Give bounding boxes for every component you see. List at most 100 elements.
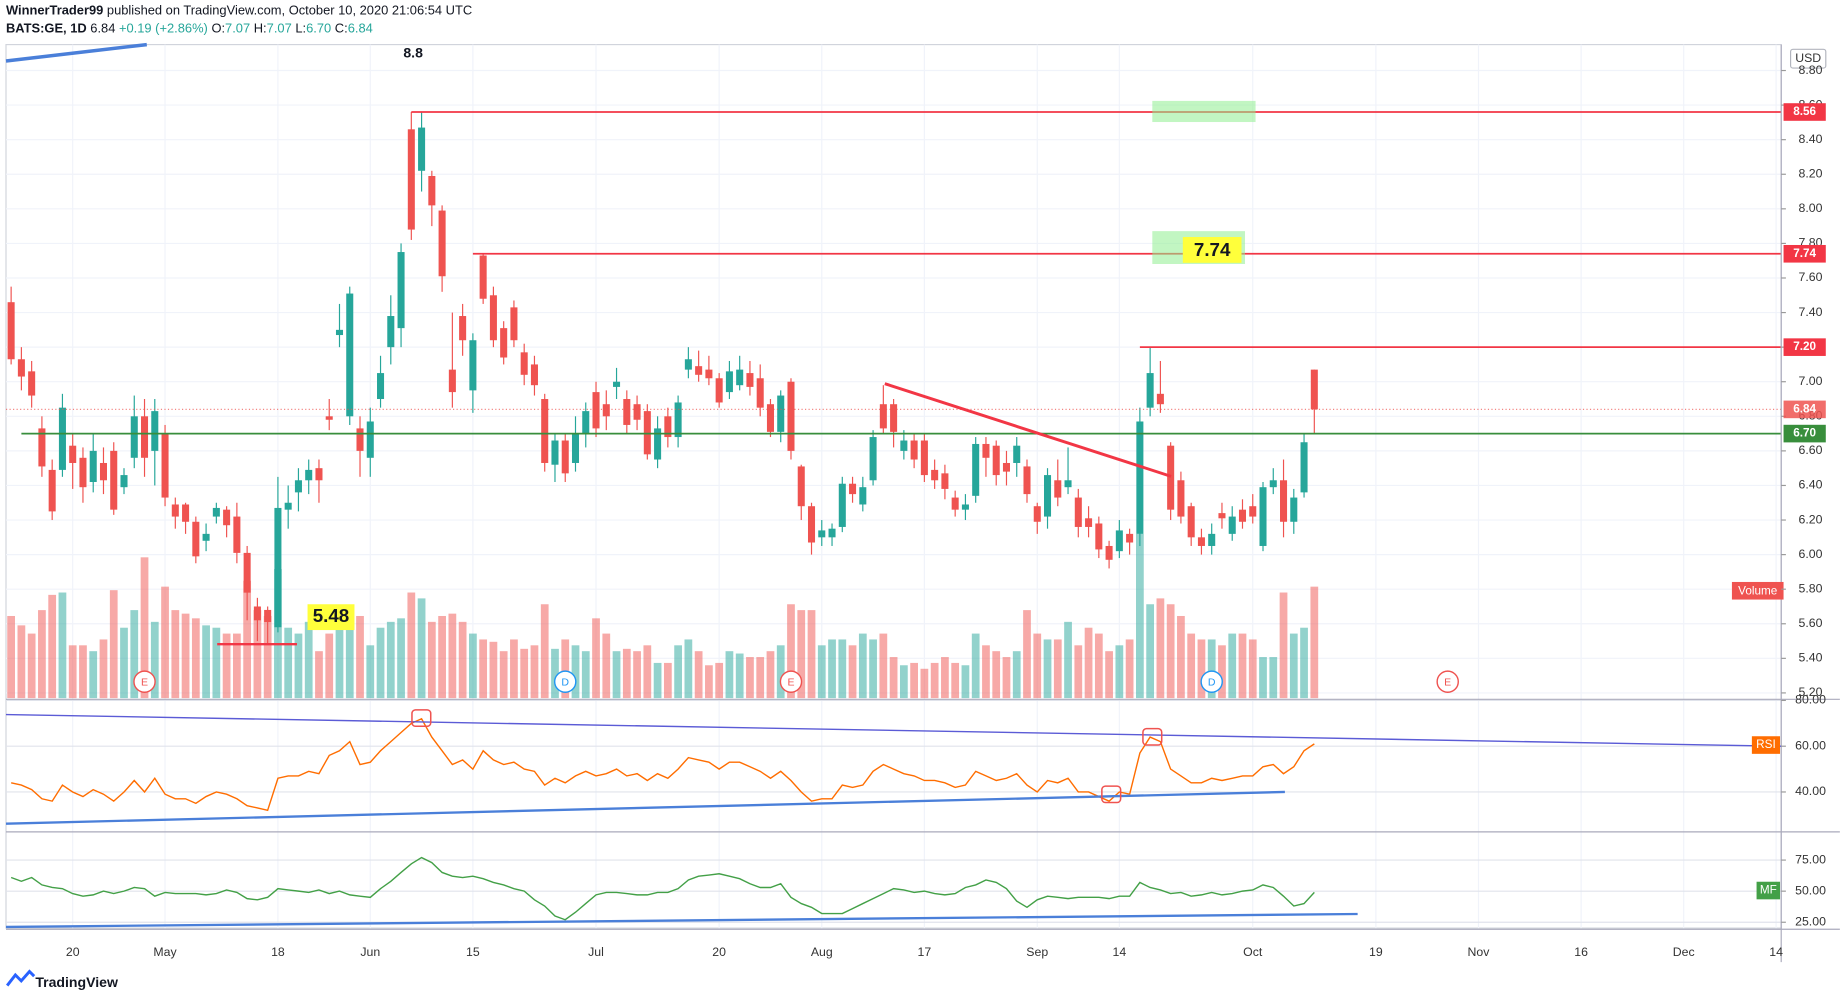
candle-body [961, 504, 969, 510]
candle-body [1259, 487, 1267, 546]
volume-bar [961, 665, 970, 699]
candle-body [1085, 518, 1093, 527]
volume-bar [797, 610, 806, 699]
candle-body [418, 127, 426, 171]
candle-body [756, 378, 764, 408]
annotation: 8.8 [403, 45, 423, 61]
volume-bar [17, 625, 26, 699]
candle-body [428, 175, 436, 206]
candle-body [305, 469, 313, 481]
x-tick-label: 14 [1113, 945, 1127, 959]
candle-body [633, 404, 641, 420]
price-label-box [1783, 338, 1826, 356]
rsi-trend-line [5, 790, 1285, 825]
candle-body [1126, 533, 1134, 543]
volume-bar [120, 627, 128, 699]
candle-body [459, 316, 467, 341]
volume-bar [879, 633, 888, 699]
x-tick-label: Nov [1468, 945, 1491, 959]
volume-bar [622, 648, 631, 699]
volume-bar [828, 639, 836, 699]
volume-bar [243, 580, 252, 699]
event-label: E [787, 677, 794, 689]
logo-icon [6, 969, 36, 987]
candle-body [202, 533, 210, 541]
volume-bar [1074, 645, 1083, 699]
candle-body [1249, 506, 1257, 517]
y-tick-label: 25.00 [1795, 914, 1826, 928]
pane-label-box [1751, 736, 1781, 754]
volume-bar [48, 594, 57, 699]
candle-body [1208, 533, 1216, 546]
candle-body [356, 428, 364, 451]
candle-body [1156, 393, 1164, 405]
candle-body [469, 340, 477, 391]
y-tick-label: 7.60 [1799, 270, 1823, 284]
volume-bar [520, 648, 529, 699]
candle-body [1290, 497, 1298, 522]
volume-bar [735, 653, 744, 699]
candle-body [715, 378, 723, 403]
volume-bar [1228, 633, 1237, 699]
candle-body [1054, 480, 1062, 498]
volume-bar [869, 639, 877, 699]
volume-bar [202, 625, 210, 699]
x-tick-label: Jul [588, 945, 604, 959]
volume-bar [1023, 610, 1031, 699]
volume-bar [612, 651, 621, 699]
candle-body [1228, 516, 1236, 534]
price-label-box [1783, 424, 1826, 443]
candle-body [797, 466, 805, 507]
candle-body [613, 381, 621, 387]
volume-bar [1053, 639, 1062, 699]
y-tick-label: 8.40 [1799, 132, 1823, 146]
y-tick-label: 5.60 [1799, 616, 1823, 630]
volume-bar [253, 610, 262, 699]
x-tick-label: Aug [811, 945, 833, 959]
volume-bar [1300, 627, 1308, 699]
candle-body [654, 428, 662, 460]
volume-bar [725, 651, 734, 699]
candle-body [141, 416, 149, 458]
candle-body [859, 487, 867, 505]
candle-body [1177, 480, 1185, 517]
candle-body [879, 404, 887, 429]
volume-bar [1033, 633, 1042, 699]
candle-body [900, 440, 908, 451]
candle-body [807, 506, 816, 543]
c-value: 6.84 [348, 21, 373, 36]
y-tick-label: 40.00 [1795, 784, 1826, 798]
candle-body [1002, 462, 1010, 472]
candle-body [233, 516, 241, 553]
candle-body [1115, 530, 1123, 552]
candle-body [787, 381, 795, 451]
candle-body [674, 402, 682, 438]
volume-bar [920, 668, 929, 699]
candle-body [325, 416, 333, 420]
candle-body [777, 395, 785, 432]
y-tick-label: 75.00 [1795, 852, 1826, 866]
candle-body [982, 443, 990, 458]
candle-body [1300, 442, 1308, 493]
candle-body [695, 366, 703, 375]
volume-bar [1289, 633, 1298, 699]
volume-bar [1177, 615, 1185, 699]
candle-body [541, 399, 549, 463]
candle-body [120, 475, 128, 488]
volume-bar [1248, 639, 1257, 699]
price-label-box [1783, 400, 1826, 419]
candle-body [684, 359, 692, 370]
volume-bar [161, 586, 169, 699]
volume-bar [766, 651, 775, 699]
x-tick-label: 16 [1574, 945, 1588, 959]
y-tick-label: 8.80 [1799, 63, 1823, 77]
volume-bar [68, 645, 77, 699]
volume-bar [941, 657, 949, 699]
volume-bar [838, 639, 847, 699]
volume-bar [1043, 639, 1052, 699]
change: +0.19 (+2.86%) [119, 21, 208, 36]
candle-body [838, 483, 846, 527]
y-tick-label: 8.20 [1799, 167, 1823, 181]
